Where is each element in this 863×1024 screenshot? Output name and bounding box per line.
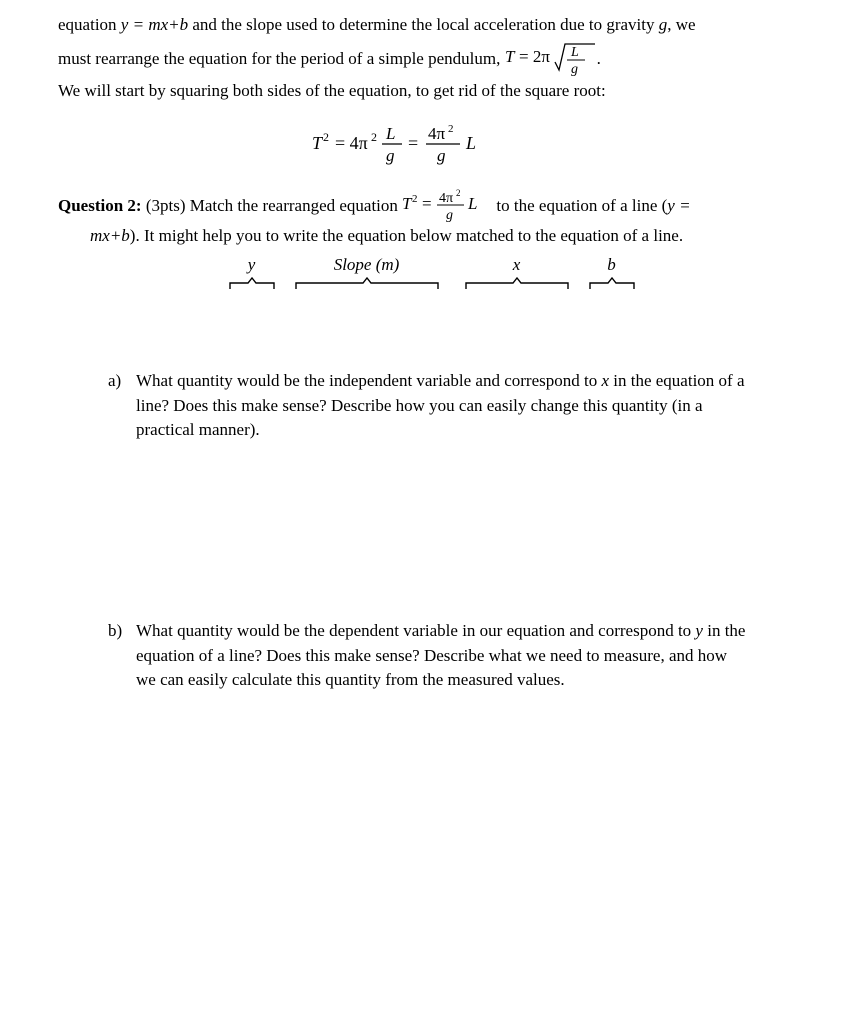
document-page: equation y = mx+b and the slope used to … xyxy=(0,0,863,1024)
var-y: y xyxy=(695,621,703,640)
eq-period-inline: T = 2π L g xyxy=(505,38,597,78)
sub-a-label: a) xyxy=(102,369,136,443)
svg-text:4π: 4π xyxy=(439,191,453,206)
svg-text:L: L xyxy=(570,45,579,60)
q2-label: Question 2: xyxy=(58,196,142,215)
col-b: b xyxy=(582,255,642,291)
t: line? Does this make sense? Describe how… xyxy=(136,396,703,415)
svg-text:2: 2 xyxy=(412,193,418,205)
svg-text:2: 2 xyxy=(371,130,377,144)
hdr-b: b xyxy=(582,255,642,275)
bracket-m xyxy=(282,277,452,291)
hdr-m: Slope (m) xyxy=(282,255,452,275)
question-2: Question 2: (3pts) Match the rearranged … xyxy=(58,187,805,223)
t: What quantity would be the independent v… xyxy=(136,371,601,390)
col-x: x xyxy=(452,255,582,291)
t: in the xyxy=(703,621,746,640)
bracket-x xyxy=(452,277,582,291)
answer-space-a xyxy=(102,443,795,619)
bracket-b xyxy=(582,277,642,291)
var-g: g xyxy=(659,15,668,34)
svg-text:L: L xyxy=(467,194,477,213)
sub-b-label: b) xyxy=(102,619,136,693)
t: and the slope used to determine the loca… xyxy=(188,15,659,34)
svg-text:g: g xyxy=(386,146,395,165)
var-x: x xyxy=(601,371,609,390)
q2-l2b: ). It might help you to write the equati… xyxy=(130,226,683,245)
t: must rearrange the equation for the peri… xyxy=(58,49,505,68)
t: practical manner). xyxy=(136,420,260,439)
display-equation: T 2 = 4π 2 L g = 4π 2 g L xyxy=(58,119,805,169)
eq-ymxb: y = mx+b xyxy=(121,15,188,34)
svg-text:= 4π: = 4π xyxy=(335,133,368,153)
q2-pts: (3pts) Match the rearranged equation xyxy=(142,196,403,215)
svg-text:=: = xyxy=(422,194,432,213)
svg-text:L: L xyxy=(385,124,395,143)
svg-text:L: L xyxy=(465,133,476,153)
match-header: y Slope (m) x b xyxy=(58,255,805,291)
t: , we xyxy=(667,15,695,34)
svg-text:g: g xyxy=(446,208,453,223)
sub-b: b) What quantity would be the dependent … xyxy=(102,619,795,693)
col-y: y xyxy=(222,255,282,291)
svg-text:= 2π: = 2π xyxy=(519,47,550,66)
eq-t2-inline: T 2 = 4π 2 g L xyxy=(402,187,492,223)
eq-display-svg: T 2 = 4π 2 L g = 4π 2 g L xyxy=(312,119,552,169)
svg-text:2: 2 xyxy=(456,188,461,198)
intro-text: equation y = mx+b and the slope used to … xyxy=(58,15,696,34)
t: in the equation of a xyxy=(609,371,745,390)
t: What quantity would be the dependent var… xyxy=(136,621,695,640)
svg-text:T: T xyxy=(505,47,516,66)
hdr-y: y xyxy=(222,255,282,275)
intro-paragraph: equation y = mx+b and the slope used to … xyxy=(58,12,805,105)
svg-text:=: = xyxy=(408,133,418,153)
q2-mxb: mx+b xyxy=(90,226,130,245)
hdr-x: x xyxy=(452,255,582,275)
intro-line2: must rearrange the equation for the peri… xyxy=(58,49,601,68)
t: equation xyxy=(58,15,121,34)
spacer xyxy=(58,291,805,369)
svg-text:4π: 4π xyxy=(428,124,446,143)
sub-b-text: What quantity would be the dependent var… xyxy=(136,619,795,693)
svg-text:2: 2 xyxy=(323,130,329,144)
sub-questions: a) What quantity would be the independen… xyxy=(102,369,795,693)
t: equation of a line? Does this make sense… xyxy=(136,646,727,665)
sub-a: a) What quantity would be the independen… xyxy=(102,369,795,443)
question-2-line2: mx+b). It might help you to write the eq… xyxy=(90,223,805,249)
q2-yeq: y = xyxy=(667,196,690,215)
period-dot: . xyxy=(597,49,601,68)
match-cols: y Slope (m) x b xyxy=(222,255,642,291)
sub-a-text: What quantity would be the independent v… xyxy=(136,369,795,443)
t: we can easily calculate this quantity fr… xyxy=(136,670,565,689)
col-m: Slope (m) xyxy=(282,255,452,291)
intro-line3: We will start by squaring both sides of … xyxy=(58,81,606,100)
svg-text:g: g xyxy=(571,62,578,77)
svg-text:2: 2 xyxy=(448,123,454,135)
svg-text:g: g xyxy=(437,146,446,165)
bracket-y xyxy=(222,277,282,291)
q2-post: to the equation of a line ( xyxy=(492,196,667,215)
